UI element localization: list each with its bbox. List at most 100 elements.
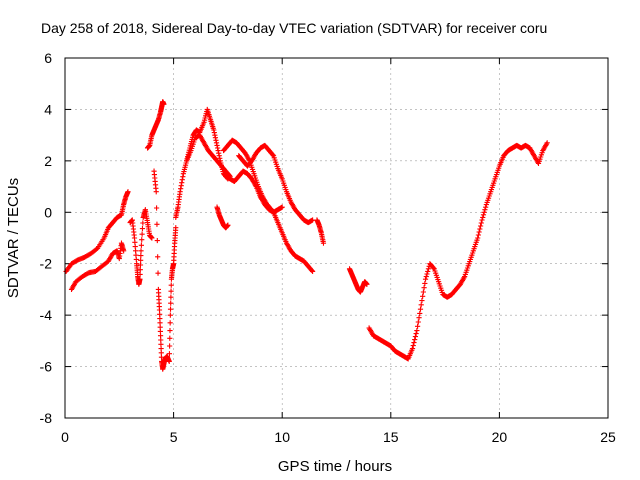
series-track-b	[68, 240, 127, 293]
data-point	[139, 237, 145, 243]
data-point	[412, 333, 419, 340]
data-point	[412, 336, 418, 343]
data-point	[413, 330, 419, 337]
y-tick-label: -2	[40, 256, 53, 272]
y-tick-label: -8	[40, 410, 53, 426]
data-point	[420, 293, 426, 299]
data-point	[309, 267, 315, 274]
data-point	[154, 237, 160, 244]
x-tick-label: 5	[170, 429, 178, 445]
data-point	[422, 280, 428, 287]
data-point	[138, 242, 144, 248]
data-point	[139, 225, 146, 232]
data-point	[544, 140, 550, 146]
data-points	[63, 99, 550, 372]
x-tick-label: 20	[492, 429, 508, 445]
series-track-c	[127, 207, 155, 287]
data-point	[418, 302, 424, 308]
data-point	[416, 315, 422, 321]
series-track-k	[236, 142, 316, 226]
data-point	[409, 345, 416, 352]
data-point	[479, 217, 485, 223]
data-point	[153, 189, 159, 195]
data-point	[166, 351, 173, 357]
y-tick-label: 2	[44, 153, 52, 169]
y-tick-label: -4	[40, 307, 53, 323]
data-point	[475, 232, 482, 238]
series-track-e	[151, 168, 179, 372]
data-point	[155, 254, 161, 260]
data-point	[138, 252, 144, 259]
data-point	[138, 248, 144, 254]
data-point	[168, 300, 174, 306]
y-tick-label: 6	[44, 50, 52, 66]
data-point	[411, 339, 417, 346]
series-track-m	[314, 217, 327, 246]
data-point	[414, 327, 420, 334]
data-point	[480, 212, 487, 218]
data-point	[137, 267, 143, 273]
data-point	[167, 335, 173, 341]
data-point	[137, 271, 143, 278]
data-point	[410, 342, 416, 349]
x-tick-label: 15	[383, 429, 399, 445]
data-point	[225, 222, 231, 228]
data-point	[477, 226, 483, 232]
data-point	[364, 281, 370, 287]
data-point	[155, 270, 161, 276]
data-point	[154, 221, 160, 227]
data-point	[161, 101, 167, 107]
data-point	[320, 240, 327, 246]
y-tick-label: -6	[40, 359, 53, 375]
data-point	[481, 209, 487, 215]
data-point	[417, 306, 424, 312]
y-axis-label: SDTVAR / TECUs	[5, 178, 22, 298]
data-point	[167, 327, 173, 334]
data-point	[279, 204, 285, 210]
data-point	[166, 358, 172, 365]
data-point	[423, 273, 429, 280]
data-point	[310, 268, 316, 275]
data-point	[153, 205, 160, 211]
data-point	[414, 323, 421, 329]
data-point	[422, 276, 429, 282]
axis-ticks: 0 5 10 15 20 25 -8 -6 -4 -2 0 2 4 6	[40, 50, 616, 445]
data-point	[168, 288, 174, 294]
data-point	[168, 294, 174, 300]
data-point	[417, 310, 423, 317]
data-point	[168, 282, 174, 288]
x-tick-label: 25	[600, 429, 616, 445]
data-point	[475, 235, 481, 241]
data-point	[483, 204, 489, 210]
data-point	[121, 248, 127, 254]
data-point	[167, 320, 173, 326]
y-tick-label: 0	[44, 204, 52, 220]
data-point	[476, 229, 482, 235]
x-tick-label: 0	[61, 429, 69, 445]
data-point	[425, 266, 432, 272]
data-point	[137, 262, 144, 268]
data-point	[139, 231, 145, 237]
data-point	[478, 220, 484, 226]
data-point	[149, 235, 155, 241]
plot-frame	[64, 57, 609, 419]
data-point	[167, 312, 173, 318]
data-point	[477, 223, 484, 229]
series-track-o	[366, 140, 550, 362]
data-point	[480, 214, 486, 221]
chart-title: Day 258 of 2018, Sidereal Day-to-day VTE…	[41, 20, 547, 36]
data-point	[173, 225, 179, 231]
data-point	[421, 285, 427, 291]
data-point	[138, 257, 144, 263]
data-point	[420, 289, 426, 295]
data-point	[310, 217, 316, 223]
data-point	[424, 271, 430, 277]
series-track-a	[63, 189, 131, 275]
y-tick-label: 4	[44, 101, 52, 117]
data-point	[167, 343, 173, 349]
x-axis-label: GPS time / hours	[278, 458, 392, 475]
series-track-h	[214, 204, 231, 231]
data-point	[140, 220, 146, 226]
